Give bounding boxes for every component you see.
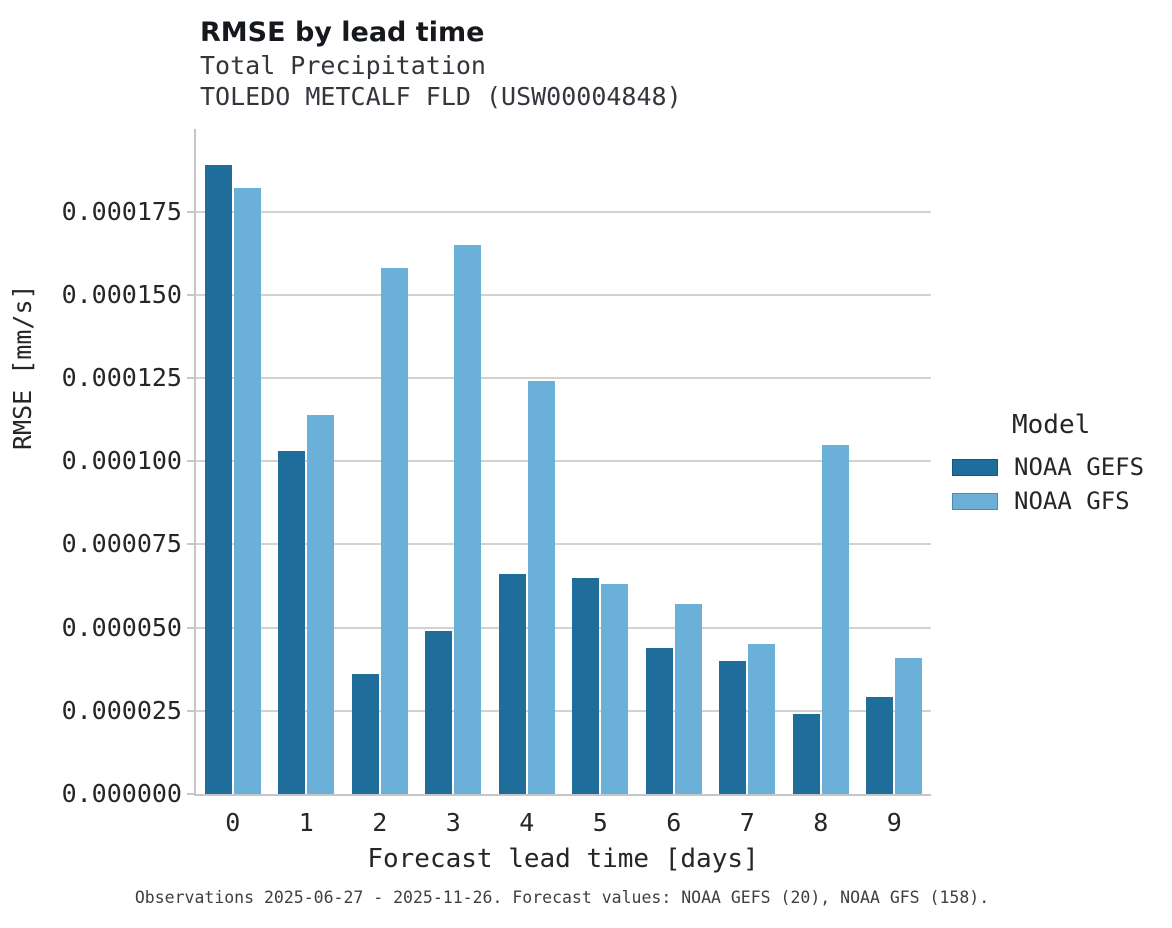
bar-noaa-gefs-day4 [498, 574, 526, 794]
x-tick-label-0: 0 [225, 808, 241, 837]
bar-noaa-gfs-day5 [601, 584, 629, 794]
gridline-0.000175 [196, 210, 931, 213]
bar-noaa-gefs-day8 [792, 714, 820, 794]
x-tick-label-5: 5 [592, 808, 608, 837]
x-tick-label-6: 6 [666, 808, 682, 837]
y-tick-label-0.000025: 0.000025 [61, 695, 182, 725]
y-tick-label-0.000000: 0.000000 [61, 779, 182, 808]
gridline-0.000125 [196, 376, 931, 379]
chart-subtitle-variable: Total Precipitation [200, 51, 486, 80]
y-tick-label-0.000175: 0.000175 [61, 196, 182, 226]
x-tick-label-2: 2 [372, 808, 388, 837]
y-tick-label-0.000125: 0.000125 [61, 362, 182, 392]
footer-caption: Observations 2025-06-27 - 2025-11-26. Fo… [134, 888, 990, 907]
x-axis-title: Forecast lead time [days] [367, 844, 759, 874]
legend-title: Model [1012, 410, 1091, 440]
x-tick-label-9: 9 [886, 808, 902, 837]
bar-noaa-gefs-day1 [278, 451, 306, 794]
title-block: RMSE by lead time Total Precipitation TO… [200, 16, 682, 112]
gridline-0.000100 [196, 460, 931, 463]
gridline-0.000075 [196, 543, 931, 546]
chart-title: RMSE by lead time [200, 17, 485, 48]
bar-noaa-gefs-day0 [204, 164, 232, 794]
y-tick-labels: 0.000000 0.000025 0.000050 0.000075 0.000100… [0, 129, 182, 808]
x-tick-label-1: 1 [298, 808, 314, 837]
legend-label-noaa-gefs: NOAA GEFS [1014, 453, 1145, 481]
gridline-0.000150 [196, 293, 931, 296]
x-tick-label-7: 7 [739, 808, 755, 837]
legend-entry-noaa-gfs: NOAA GFS [952, 484, 1144, 518]
x-tick-labels: 0 1 2 3 4 5 6 7 8 9 [196, 808, 931, 844]
chart-subtitle-station: TOLEDO METCALF FLD (USW00004848) [200, 82, 682, 111]
legend-entry-noaa-gefs: NOAA GEFS [952, 450, 1144, 484]
bar-noaa-gefs-day2 [351, 674, 379, 794]
bar-noaa-gfs-day0 [233, 188, 261, 794]
bar-noaa-gefs-day5 [572, 577, 600, 794]
legend: Model NOAA GEFS NOAA GFS [952, 410, 1144, 518]
gridline-0.000025 [196, 709, 931, 712]
bar-noaa-gfs-day8 [821, 444, 849, 794]
y-tick-mark-0.000000 [187, 793, 194, 795]
plot-area [187, 129, 931, 796]
x-axis-spine [194, 794, 931, 796]
y-tick-mark-0.000025 [187, 709, 194, 712]
legend-swatch-noaa-gefs [952, 458, 998, 476]
legend-label-noaa-gfs: NOAA GFS [1014, 487, 1130, 515]
bar-noaa-gfs-day7 [748, 644, 776, 794]
bar-noaa-gefs-day7 [719, 660, 747, 794]
y-tick-label-0.000150: 0.000150 [61, 279, 182, 309]
legend-entries: NOAA GEFS NOAA GFS [952, 450, 1144, 518]
bar-noaa-gfs-day1 [307, 414, 335, 794]
bar-noaa-gfs-day4 [527, 381, 555, 794]
y-tick-mark-0.000050 [187, 626, 194, 629]
bar-noaa-gefs-day9 [866, 697, 894, 794]
legend-swatch-noaa-gfs [952, 492, 998, 510]
y-tick-mark-0.000175 [187, 210, 194, 213]
gridline-0.000050 [196, 626, 931, 629]
bar-noaa-gfs-day3 [454, 244, 482, 794]
bar-noaa-gfs-day6 [674, 604, 702, 794]
x-tick-label-4: 4 [519, 808, 535, 837]
bar-noaa-gefs-day6 [645, 647, 673, 794]
y-tick-label-0.000100: 0.000100 [61, 446, 182, 476]
y-tick-mark-0.000150 [187, 293, 194, 296]
bar-noaa-gefs-day3 [425, 630, 453, 794]
y-tick-label-0.000050: 0.000050 [61, 612, 182, 642]
bar-noaa-gfs-day9 [895, 657, 923, 794]
x-tick-label-3: 3 [445, 808, 461, 837]
bar-noaa-gfs-day2 [380, 268, 408, 794]
y-tick-mark-0.000125 [187, 376, 194, 379]
x-tick-label-8: 8 [813, 808, 829, 837]
y-tick-label-0.000075: 0.000075 [61, 529, 182, 559]
y-tick-mark-0.000075 [187, 543, 194, 546]
y-axis-spine [194, 129, 196, 794]
y-tick-mark-0.000100 [187, 460, 194, 463]
